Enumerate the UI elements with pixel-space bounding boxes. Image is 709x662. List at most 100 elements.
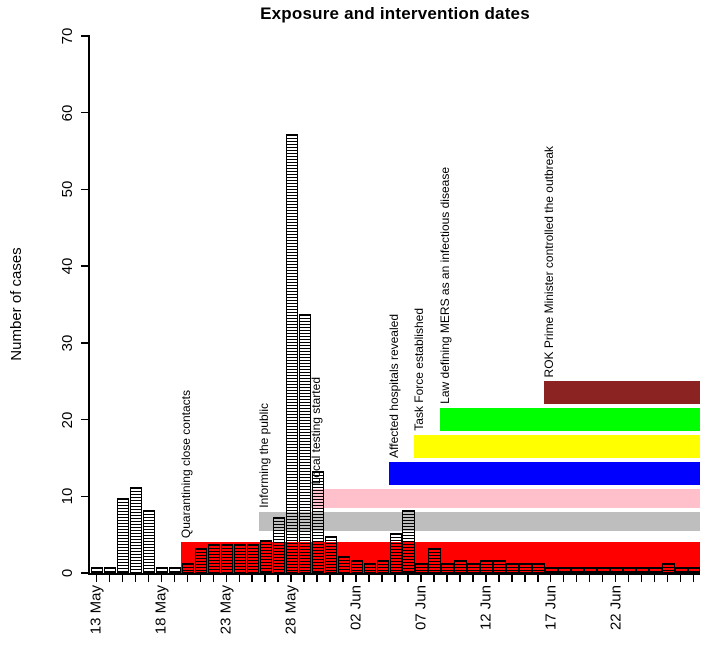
x-axis-tick xyxy=(134,573,137,582)
x-axis-tick xyxy=(459,573,461,582)
intervention-label-2: Informing the public xyxy=(256,402,271,508)
case-bar xyxy=(285,133,299,573)
case-bar xyxy=(259,540,273,573)
y-axis-tick xyxy=(81,342,90,344)
x-axis-tick xyxy=(199,573,202,582)
y-axis-tick xyxy=(81,265,90,267)
case-bar xyxy=(662,563,675,573)
x-axis-tick xyxy=(264,573,266,582)
x-axis-tick xyxy=(368,573,370,582)
y-axis-tick xyxy=(81,35,90,37)
case-bar xyxy=(181,563,195,573)
x-axis-tick xyxy=(601,573,604,582)
case-bar xyxy=(558,567,571,573)
case-bar xyxy=(610,567,623,573)
x-axis-tick xyxy=(511,573,513,582)
y-axis-tick-label: 40 xyxy=(59,257,76,275)
case-bar xyxy=(220,544,234,573)
case-bar xyxy=(233,544,247,573)
x-axis-tick xyxy=(186,573,189,582)
x-axis-tick xyxy=(614,573,617,582)
case-bar xyxy=(337,555,351,573)
case-bar xyxy=(493,559,506,573)
y-axis-tick-label: 70 xyxy=(59,27,76,45)
case-bar xyxy=(519,563,532,573)
case-bar xyxy=(103,567,117,573)
x-axis-tick xyxy=(394,573,396,582)
case-bar xyxy=(688,567,701,573)
y-axis-tick-label: 0 xyxy=(59,568,76,578)
x-axis-line xyxy=(88,573,700,575)
case-bar xyxy=(467,563,480,573)
x-axis-tick xyxy=(446,573,448,582)
x-axis-tick xyxy=(355,573,357,582)
y-axis-tick xyxy=(81,188,90,191)
case-bar xyxy=(506,563,519,573)
x-axis-tick xyxy=(212,573,215,582)
x-axis-tick xyxy=(485,573,487,582)
x-axis-tick xyxy=(290,573,292,582)
x-axis-tick xyxy=(588,573,591,582)
x-axis-tick xyxy=(95,573,98,582)
case-bar xyxy=(194,548,208,573)
y-axis-tick-label: 50 xyxy=(59,181,76,198)
x-axis-tick-label: 17 Jun xyxy=(542,585,560,631)
x-axis-tick-label: 18 May xyxy=(152,585,170,635)
case-bar xyxy=(116,498,130,573)
x-axis-tick xyxy=(640,573,643,582)
x-axis-tick xyxy=(381,573,383,582)
intervention-band-5 xyxy=(414,434,700,458)
x-axis-tick xyxy=(549,573,552,582)
x-axis-tick-label: 12 Jun xyxy=(477,585,495,631)
x-axis-tick xyxy=(407,573,409,582)
intervention-band-2 xyxy=(258,511,700,531)
case-bar xyxy=(142,509,156,573)
x-axis-tick xyxy=(537,573,539,582)
case-bar xyxy=(402,509,415,573)
y-axis-title: Number of cases xyxy=(8,247,25,361)
chart-title: Exposure and intervention dates xyxy=(260,4,530,23)
y-axis-tick xyxy=(81,111,90,114)
x-axis-tick xyxy=(627,573,630,582)
y-axis-tick-label: 60 xyxy=(59,104,76,122)
case-bar xyxy=(324,536,338,573)
case-bar xyxy=(246,544,260,573)
y-axis-tick-label: 10 xyxy=(59,487,76,505)
x-axis-tick xyxy=(277,573,279,582)
case-bar xyxy=(389,532,402,573)
x-axis-tick-label: 23 May xyxy=(217,585,235,635)
x-axis-tick xyxy=(316,573,318,582)
case-bar xyxy=(623,567,636,573)
intervention-band-7 xyxy=(544,381,700,405)
case-bar xyxy=(428,548,441,573)
x-axis-tick xyxy=(420,573,422,582)
case-bar xyxy=(376,559,389,573)
y-axis-line xyxy=(88,36,90,575)
intervention-label-3: Local testing started xyxy=(308,377,323,485)
x-axis-tick xyxy=(433,573,435,582)
intervention-band-6 xyxy=(440,408,700,432)
x-axis-tick xyxy=(575,573,578,582)
x-axis-tick xyxy=(121,573,124,582)
x-axis-tick-label: 28 May xyxy=(282,585,300,635)
case-bar xyxy=(545,567,558,573)
x-axis-tick xyxy=(225,573,228,582)
case-bar xyxy=(168,567,182,573)
x-axis-tick-label: 13 May xyxy=(87,585,105,635)
intervention-label-4: Affected hospitals revealed xyxy=(386,313,401,458)
case-bar xyxy=(584,567,597,573)
x-axis-tick-label: 02 Jun xyxy=(347,585,365,631)
x-axis-tick xyxy=(173,573,176,582)
x-axis-tick xyxy=(329,573,331,582)
case-bar xyxy=(532,563,545,573)
x-axis-tick xyxy=(562,573,565,582)
case-bar xyxy=(363,563,377,573)
x-axis-tick xyxy=(238,573,240,582)
case-bar xyxy=(480,559,493,573)
case-bar xyxy=(636,567,649,573)
case-bar xyxy=(597,567,610,573)
intervention-label-7: ROK Prime Minister controlled the outbre… xyxy=(542,145,557,378)
intervention-band-4 xyxy=(388,461,700,485)
intervention-label-6: Law defining MERS as an infectious disea… xyxy=(438,167,453,405)
